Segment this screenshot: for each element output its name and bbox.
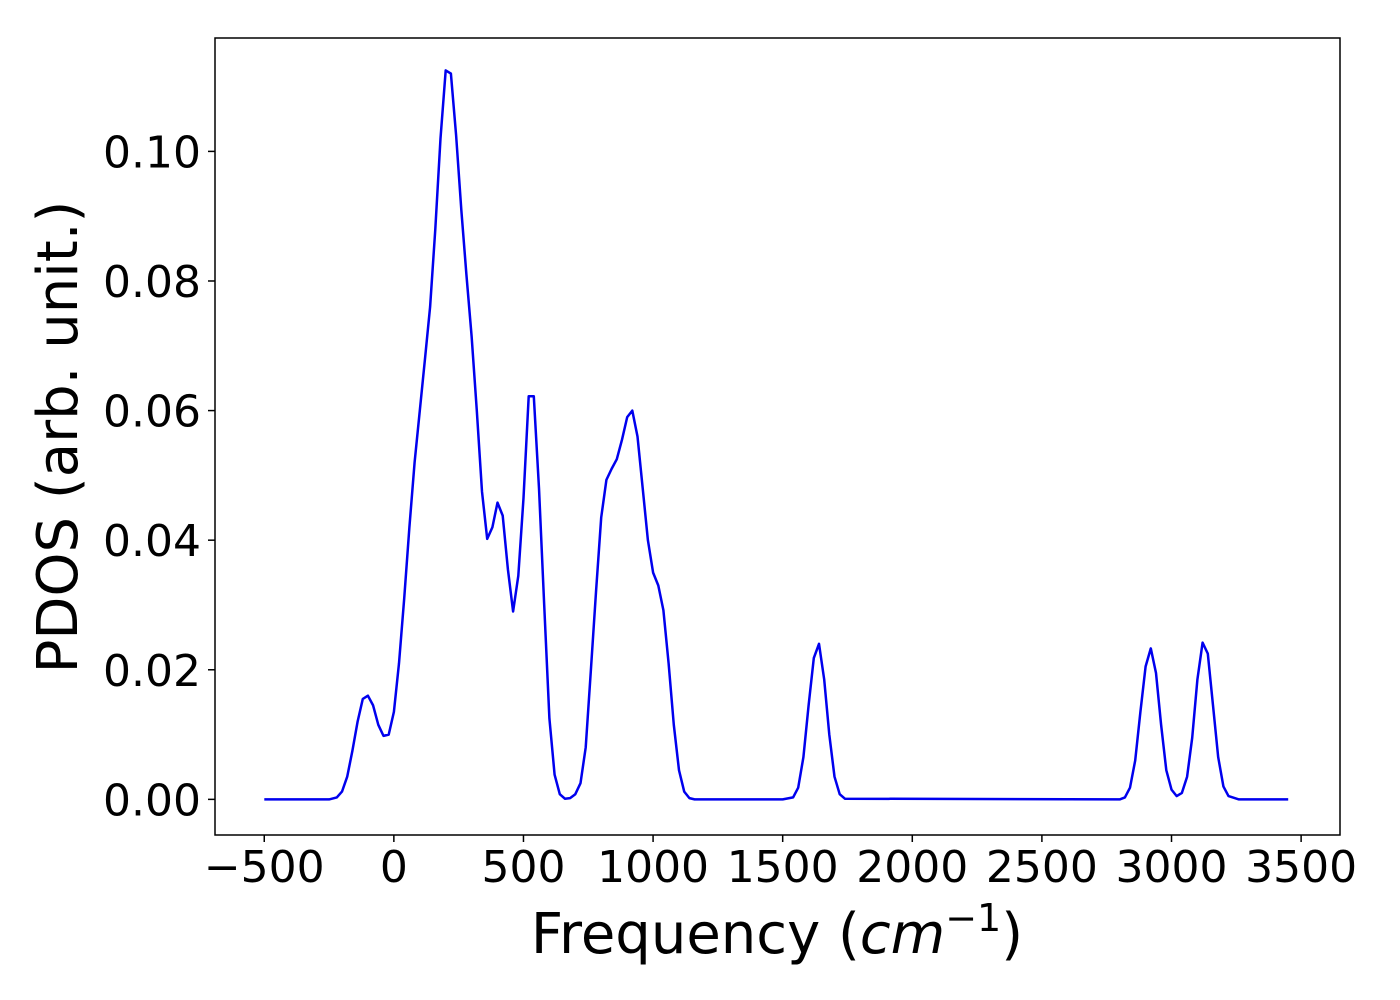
y-tick-label: 0.06: [103, 387, 201, 438]
y-tick-label: 0.08: [103, 257, 201, 308]
x-tick-label: 3500: [1245, 842, 1357, 893]
x-tick-label: 2000: [856, 842, 968, 893]
x-axis-unit: cm: [860, 902, 945, 967]
y-tick-label: 0.00: [103, 775, 201, 826]
x-axis: −500 0 500 1000 1500 2000 2500 3000 3500: [204, 835, 1357, 893]
x-tick-label: 1500: [727, 842, 839, 893]
x-tick-label: 500: [481, 842, 565, 893]
x-tick-label: 1000: [597, 842, 709, 893]
x-axis-title: Frequency (cm−1): [531, 896, 1023, 967]
x-axis-title-text: Frequency: [531, 902, 820, 967]
y-axis-title: PDOS (arb. unit.): [26, 201, 91, 674]
y-tick-label: 0.10: [103, 127, 201, 178]
x-tick-label: 2500: [986, 842, 1098, 893]
x-tick-label: 0: [380, 842, 408, 893]
x-tick-label: 3000: [1116, 842, 1228, 893]
plot-area-frame: [214, 37, 1341, 836]
pdos-series-line: [264, 69, 1289, 801]
y-tick-label: 0.02: [103, 646, 201, 697]
y-axis: 0.00 0.02 0.04 0.06 0.08 0.10: [103, 127, 215, 826]
y-tick-label: 0.04: [103, 516, 201, 567]
x-axis-unit-exponent: −1: [945, 896, 1001, 940]
x-tick-label: −500: [204, 842, 325, 893]
series-layer: [264, 69, 1289, 801]
